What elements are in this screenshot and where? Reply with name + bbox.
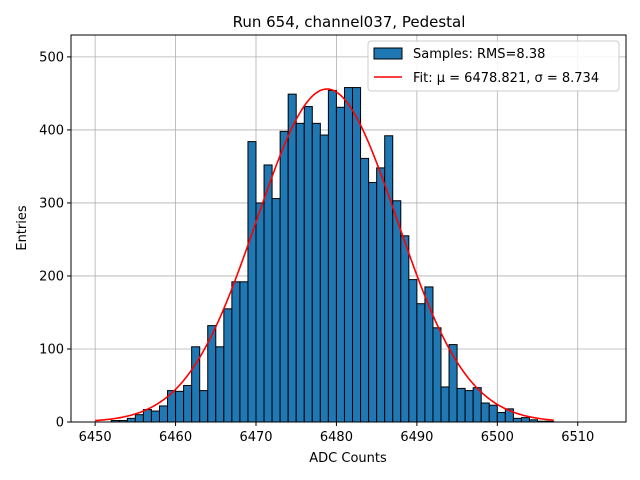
histogram-bar bbox=[311, 122, 321, 423]
histogram-bar bbox=[287, 93, 297, 423]
histogram-bar bbox=[384, 135, 394, 423]
histogram-bar bbox=[400, 235, 410, 423]
histogram-bar bbox=[223, 308, 233, 423]
legend-bar-swatch bbox=[373, 47, 403, 60]
y-tick-label: 0 bbox=[56, 416, 64, 431]
y-axis-label: Entries bbox=[15, 205, 30, 251]
histogram-bar bbox=[247, 141, 257, 423]
histogram-bar bbox=[263, 164, 273, 423]
x-tick-label: 6470 bbox=[239, 430, 272, 445]
histogram-bars bbox=[110, 87, 555, 423]
histogram-bar bbox=[440, 386, 450, 423]
legend-samples-label: Samples: RMS=8.38 bbox=[413, 47, 545, 62]
histogram-bar bbox=[464, 390, 474, 423]
histogram-bar bbox=[295, 122, 305, 423]
histogram-bar bbox=[303, 106, 313, 423]
histogram-bar bbox=[231, 281, 241, 423]
y-axis-ticks: 0 100 200 300 400 500 bbox=[39, 50, 71, 431]
legend-box bbox=[367, 40, 620, 92]
x-tick-label: 6510 bbox=[561, 430, 594, 445]
histogram-bar bbox=[327, 89, 337, 423]
histogram-bar bbox=[199, 390, 209, 423]
y-tick-label: 400 bbox=[39, 123, 64, 138]
histogram-bar bbox=[335, 106, 345, 423]
x-tick-label: 6490 bbox=[400, 430, 433, 445]
histogram-bar bbox=[368, 181, 378, 423]
histogram-bar bbox=[480, 402, 490, 423]
y-tick-label: 200 bbox=[39, 269, 64, 284]
x-tick-label: 6480 bbox=[320, 430, 353, 445]
legend-fit-label: Fit: μ = 6478.821, σ = 8.734 bbox=[413, 71, 599, 86]
histogram-bar bbox=[496, 412, 506, 423]
histogram-bar bbox=[360, 157, 370, 423]
histogram-bar bbox=[512, 417, 522, 423]
fit-curve bbox=[95, 88, 554, 422]
y-tick-label: 300 bbox=[39, 196, 64, 211]
x-tick-label: 6450 bbox=[79, 430, 112, 445]
histogram-bar bbox=[352, 87, 362, 423]
histogram-bar bbox=[150, 410, 160, 423]
histogram-bar bbox=[520, 417, 530, 423]
histogram-bar bbox=[271, 198, 281, 423]
chart-title: Run 654, channel037, Pedestal bbox=[233, 13, 466, 31]
histogram-bar bbox=[126, 417, 136, 423]
y-tick-label: 100 bbox=[39, 342, 64, 357]
legend: Samples: RMS=8.38 Fit: μ = 6478.821, σ =… bbox=[367, 40, 620, 92]
x-axis-ticks: 6450 6460 6470 6480 6490 6500 6510 bbox=[79, 422, 594, 445]
histogram-bar bbox=[376, 167, 386, 423]
x-tick-label: 6500 bbox=[481, 430, 514, 445]
histogram-bar bbox=[215, 346, 225, 423]
histogram-bar bbox=[472, 387, 482, 423]
plot-frame bbox=[70, 34, 627, 423]
histogram-bar bbox=[343, 87, 354, 423]
histogram-bar bbox=[456, 387, 466, 423]
histogram-bar bbox=[239, 281, 249, 423]
histogram-bar bbox=[488, 404, 498, 423]
histogram-bar bbox=[158, 405, 169, 423]
histogram-bar bbox=[319, 134, 329, 423]
histogram-bar bbox=[392, 200, 402, 423]
x-tick-label: 6460 bbox=[159, 430, 192, 445]
histogram-bar bbox=[142, 409, 152, 423]
histogram-bar bbox=[134, 414, 144, 423]
histogram-bar bbox=[175, 390, 185, 423]
y-tick-label: 500 bbox=[39, 50, 64, 65]
histogram-bar bbox=[416, 303, 426, 423]
histogram-bar bbox=[279, 130, 289, 423]
histogram-bar bbox=[255, 202, 265, 423]
histogram-bar bbox=[183, 384, 193, 423]
x-axis-label: ADC Counts bbox=[309, 451, 387, 466]
histogram-bar bbox=[408, 279, 418, 423]
histogram-bar bbox=[432, 327, 442, 423]
